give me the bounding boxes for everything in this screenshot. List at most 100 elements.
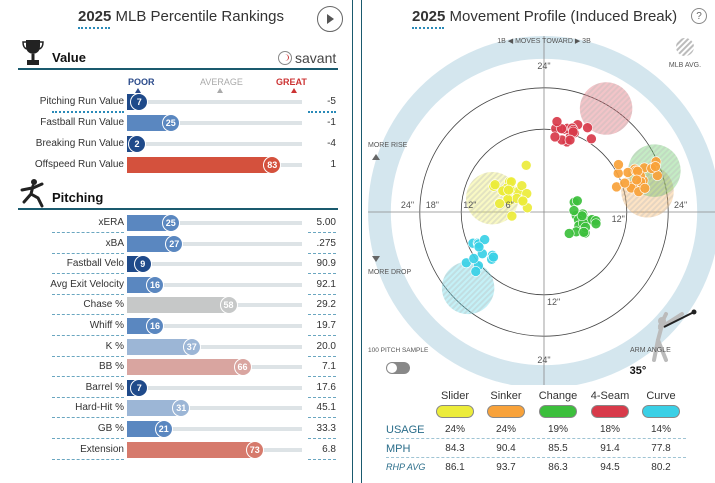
percentile-circle[interactable]: 2 xyxy=(128,135,146,153)
row-divider xyxy=(52,232,124,233)
row-label: BB % xyxy=(98,361,124,373)
pitch-swatch-fourseam[interactable] xyxy=(591,405,629,418)
rhp-avg-cell: 94.5 xyxy=(600,462,620,473)
row-track xyxy=(127,241,302,246)
more-rise-label: MORE RISE xyxy=(368,142,408,149)
help-icon[interactable]: ? xyxy=(691,8,707,24)
scale-poor: POOR xyxy=(128,77,155,87)
baseball-icon xyxy=(278,51,292,65)
value-section-header: Value xyxy=(18,40,338,70)
pitch-point-sinker xyxy=(619,177,631,189)
pitch-name: Change xyxy=(538,390,578,402)
rhp-avg-cell: 86.1 xyxy=(445,462,465,473)
pitch-point-curve xyxy=(473,241,485,253)
percentile-circle[interactable]: 27 xyxy=(165,234,184,253)
ring-label-left-24: 24" xyxy=(401,200,414,210)
pitch-swatch-change[interactable] xyxy=(539,405,577,418)
mph-cell: 85.5 xyxy=(548,443,568,454)
row-value: -1 xyxy=(327,117,336,128)
row-value: 19.7 xyxy=(316,320,336,331)
pitch-point-slider xyxy=(506,210,518,222)
scale-average: AVERAGE xyxy=(200,77,243,87)
rhp-avg-cell: 80.2 xyxy=(651,462,671,473)
usage-cell: 24% xyxy=(444,424,465,435)
row-divider xyxy=(308,458,336,460)
usage-cell: 19% xyxy=(547,424,568,435)
percentile-circle[interactable]: 66 xyxy=(233,358,252,377)
row-divider xyxy=(308,376,336,378)
pitch-point-slider xyxy=(489,179,501,190)
table-divider xyxy=(386,438,686,439)
row-divider xyxy=(52,355,124,357)
row-track xyxy=(127,221,302,225)
pitch-point-fourseam xyxy=(582,122,593,134)
row-label: K % xyxy=(105,340,124,352)
mlb-avg-icon xyxy=(676,38,694,56)
percentile-circle[interactable]: 83 xyxy=(263,156,282,174)
pitch-point-fourseam xyxy=(586,133,597,145)
ring-label-left-6: 6" xyxy=(506,200,514,210)
drop-arrow-icon xyxy=(372,256,380,262)
rise-arrow-icon xyxy=(372,154,380,160)
ring-label-top-24: 24" xyxy=(537,61,550,71)
percentile-circle[interactable]: 16 xyxy=(146,317,164,335)
percentile-circle[interactable]: 7 xyxy=(130,378,149,397)
percentile-circle[interactable]: 25 xyxy=(161,214,180,232)
percentile-circle[interactable]: 73 xyxy=(245,440,264,459)
row-label: GB % xyxy=(97,423,124,434)
percentile-circle[interactable]: 37 xyxy=(182,337,201,356)
row-value: 7.1 xyxy=(322,361,336,373)
pitch-point-curve xyxy=(488,251,499,263)
pitch-point-slider xyxy=(517,195,529,207)
great-marker xyxy=(291,88,297,93)
row-track xyxy=(127,142,302,146)
row-label: Breaking Run Value xyxy=(35,138,124,149)
percentile-circle[interactable]: 58 xyxy=(219,296,238,315)
row-divider xyxy=(52,396,124,398)
rhp-avg-cell: 86.3 xyxy=(548,462,568,473)
row-label: Fastball Velo xyxy=(66,258,124,270)
play-button[interactable] xyxy=(317,6,343,32)
row-divider xyxy=(308,111,336,113)
pitch-point-fourseam xyxy=(551,116,563,127)
pitch-sample-toggle[interactable] xyxy=(386,362,410,374)
row-divider xyxy=(308,335,336,336)
percentile-circle[interactable]: 9 xyxy=(133,255,152,274)
row-label: xBA xyxy=(105,237,124,249)
row-value: 6.8 xyxy=(322,443,336,455)
row-value: 90.9 xyxy=(316,258,336,270)
pitcher-icon xyxy=(20,179,44,208)
section-line xyxy=(18,208,338,210)
row-divider xyxy=(308,293,336,295)
usage-cell: 18% xyxy=(599,424,620,435)
percentile-circle[interactable]: 31 xyxy=(172,399,191,418)
pitch-name: Slider xyxy=(440,390,470,402)
row-track xyxy=(127,385,302,390)
ring-label-right-24: 24" xyxy=(674,200,687,210)
percentile-circle[interactable]: 16 xyxy=(146,275,164,294)
row-divider xyxy=(52,314,124,316)
pitch-point-sinker xyxy=(631,174,642,186)
pitch-swatch-slider[interactable] xyxy=(436,405,474,418)
percentile-bar xyxy=(127,400,182,417)
mph-cell: 91.4 xyxy=(600,443,620,454)
arm-angle-line xyxy=(663,311,695,328)
percentile-circle[interactable]: 21 xyxy=(154,420,173,438)
pitch-point-slider xyxy=(503,184,514,196)
pitch-swatch-curve[interactable] xyxy=(642,405,680,418)
row-divider xyxy=(52,293,124,295)
percentile-circle[interactable]: 7 xyxy=(130,93,149,111)
mlb-avg-hatch-curve xyxy=(441,261,495,315)
row-value: 33.3 xyxy=(316,423,336,434)
percentile-bar xyxy=(127,441,255,458)
row-track xyxy=(127,344,302,349)
percentile-circle[interactable]: 25 xyxy=(161,114,180,132)
row-track xyxy=(127,262,302,267)
pitch-swatch-sinker[interactable] xyxy=(487,405,525,418)
arm-angle-label: ARM ANGLE xyxy=(630,347,671,354)
moves-toward-label: 1B ◀ MOVES TOWARD ▶ 3B xyxy=(497,38,591,45)
row-divider xyxy=(52,458,124,460)
rhp-avg-label: RHP AVG xyxy=(386,462,426,472)
row-track xyxy=(127,427,302,431)
mph-cell: 84.3 xyxy=(445,443,465,454)
